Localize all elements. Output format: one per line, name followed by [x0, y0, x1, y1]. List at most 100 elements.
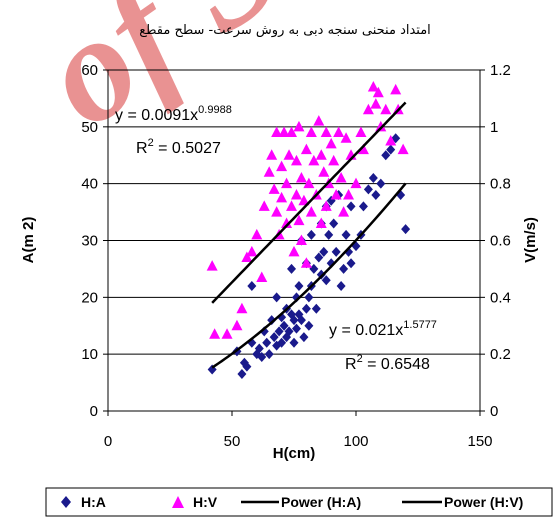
data-point-hv — [305, 206, 317, 217]
data-point-ha — [262, 337, 272, 348]
data-point-hv — [300, 257, 312, 268]
r2-ha: R2 = 0.6548 — [345, 353, 430, 373]
legend-label-power-hv: Power (H:V) — [444, 494, 523, 510]
y-tick-label-right: 0 — [490, 403, 498, 420]
chart-title: امتداد منحنی سنجه دبی به روش سرعت- سطح م… — [139, 23, 431, 38]
data-point-hv — [313, 115, 325, 126]
data-point-ha — [346, 258, 356, 269]
data-point-ha — [363, 184, 373, 195]
r2-hv-value: = 0.5027 — [154, 140, 221, 157]
legend-label-power-ha: Power (H:A) — [281, 494, 361, 510]
data-point-hv — [350, 177, 362, 189]
y-tick-label-left: 30 — [81, 233, 98, 250]
data-point-ha — [296, 315, 306, 326]
data-point-hv — [338, 206, 350, 217]
data-point-ha — [346, 201, 356, 212]
y-tick-label-right: 0.2 — [490, 346, 511, 363]
data-point-ha — [341, 229, 351, 240]
data-point-ha — [368, 172, 378, 183]
data-point-ha — [274, 326, 284, 337]
equation-ha-exponent: 1.5777 — [403, 319, 437, 331]
data-point-ha — [287, 263, 297, 274]
legend-box — [45, 487, 553, 517]
data-point-ha — [264, 349, 274, 360]
y-tick-label-right: 1.2 — [490, 62, 511, 79]
y-tick-label-right: 0.8 — [490, 176, 511, 193]
r2-ha-value: = 0.6548 — [363, 356, 430, 373]
data-point-hv — [258, 200, 270, 211]
r2-hv-prefix: R — [136, 140, 148, 157]
data-point-ha — [254, 343, 264, 354]
data-point-ha — [336, 280, 346, 291]
y-tick-label-left: 40 — [81, 176, 98, 193]
data-point-hv — [221, 328, 233, 339]
data-point-hv — [276, 160, 288, 172]
data-point-hv — [315, 217, 327, 228]
data-point-hv — [380, 103, 392, 115]
data-point-ha — [358, 201, 368, 212]
y-axis-label-right: V(m/s) — [522, 217, 539, 263]
data-point-hv — [293, 120, 305, 132]
data-point-hv — [397, 143, 409, 155]
legend: H:A H:V Power (H:A) Power (H:V) — [45, 487, 553, 517]
data-point-hv — [328, 154, 340, 166]
data-point-hv — [367, 81, 379, 92]
data-point-hv — [370, 98, 382, 109]
y-axis-label-left: A(m 2) — [20, 217, 37, 264]
data-point-ha — [339, 263, 349, 274]
data-point-hv — [241, 251, 253, 263]
data-point-ha — [272, 292, 282, 303]
data-point-ha — [267, 315, 277, 326]
data-point-ha — [289, 315, 299, 326]
legend-marker-ha — [61, 496, 71, 508]
data-point-hv — [281, 217, 293, 228]
equation-ha-base: y = 0.021x — [329, 322, 403, 339]
trendline-power-ha — [211, 182, 407, 369]
data-point-ha — [269, 332, 279, 343]
data-point-ha — [371, 190, 381, 201]
legend-label-ha: H:A — [81, 494, 106, 510]
data-point-hv — [300, 143, 312, 155]
y-tick-label-right: 0.6 — [490, 233, 511, 250]
y-tick-label-left: 20 — [81, 289, 98, 306]
axes — [103, 69, 485, 416]
data-point-ha — [304, 320, 314, 331]
data-point-ha — [237, 369, 247, 380]
data-point-hv — [281, 177, 293, 189]
data-point-ha — [321, 275, 331, 286]
data-point-hv — [355, 126, 367, 138]
data-point-hv — [256, 271, 268, 282]
r2-ha-prefix: R — [345, 356, 357, 373]
data-point-hv — [295, 171, 307, 183]
data-point-hv — [308, 154, 320, 166]
data-point-hv — [343, 189, 355, 200]
data-point-hv — [286, 126, 298, 138]
data-point-ha — [301, 303, 311, 314]
y-tick-label-left: 0 — [90, 403, 98, 420]
data-point-hv — [330, 189, 342, 200]
data-point-ha — [242, 361, 252, 372]
data-point-ha — [331, 246, 341, 257]
data-point-hv — [335, 171, 347, 183]
equation-hv: y = 0.0091x0.9988 — [115, 104, 232, 124]
data-point-hv — [288, 245, 300, 257]
data-point-hv — [290, 154, 302, 166]
x-tick-label: 150 — [467, 433, 492, 450]
trendlines — [211, 101, 407, 369]
data-point-hv — [276, 191, 288, 203]
data-point-ha — [299, 332, 309, 343]
data-point-ha — [277, 337, 287, 348]
data-point-hv — [305, 126, 317, 138]
x-tick-label: 0 — [104, 433, 112, 450]
y-tick-label-right: 1 — [490, 119, 498, 136]
x-axis-label: H(cm) — [273, 445, 316, 462]
data-point-ha — [401, 224, 411, 235]
data-point-hv — [375, 120, 387, 132]
data-point-hv — [325, 137, 337, 149]
data-point-hv — [320, 126, 332, 138]
data-point-hv — [315, 149, 327, 160]
data-point-ha — [319, 246, 329, 257]
data-point-ha — [324, 229, 334, 240]
legend-label-hv: H:V — [193, 494, 218, 510]
